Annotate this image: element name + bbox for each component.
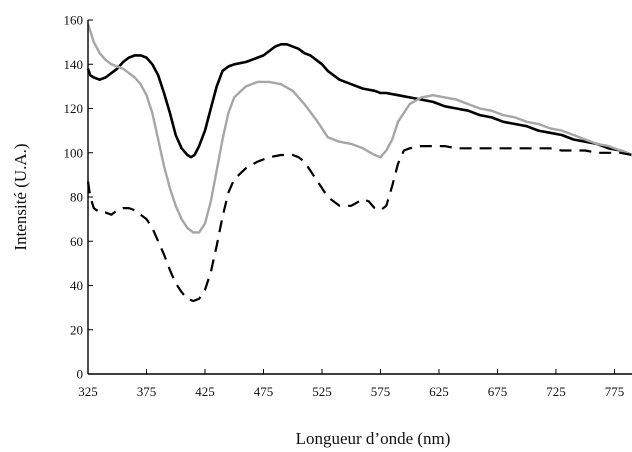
- x-axis-ticks: 325 375 425 475 525 575 625 675 725 775: [78, 369, 624, 399]
- x-tick-label: 725: [546, 384, 566, 399]
- y-tick-label: 40: [70, 278, 83, 293]
- x-tick-label: 375: [137, 384, 157, 399]
- x-axis-title: Longueur d’onde (nm): [296, 429, 451, 448]
- y-tick-label: 100: [64, 145, 84, 160]
- x-tick-label: 325: [78, 384, 98, 399]
- y-tick-label: 20: [70, 322, 83, 337]
- series-layer: [86, 24, 632, 303]
- x-tick-label: 525: [312, 384, 332, 399]
- y-axis-title: Intensité (U.A.): [11, 143, 30, 250]
- y-axis-ticks: 0 20 40 60 80 100 120 140 160: [64, 13, 93, 382]
- x-tick-label: 575: [371, 384, 391, 399]
- y-tick-label: 160: [64, 13, 84, 28]
- x-tick-label: 675: [488, 384, 508, 399]
- series-line-black-solid: [86, 43, 632, 159]
- x-tick-label: 625: [429, 384, 449, 399]
- x-tick-label: 475: [254, 384, 274, 399]
- x-tick-label: 775: [605, 384, 625, 399]
- y-tick-label: 0: [77, 367, 84, 382]
- y-tick-label: 140: [64, 57, 84, 72]
- series-line-grey-solid: [86, 24, 632, 234]
- y-tick-label: 120: [64, 101, 84, 116]
- series-line-black-dashed: [86, 145, 632, 303]
- x-tick-label: 425: [195, 384, 215, 399]
- y-tick-label: 60: [70, 234, 83, 249]
- y-tick-label: 80: [70, 190, 83, 205]
